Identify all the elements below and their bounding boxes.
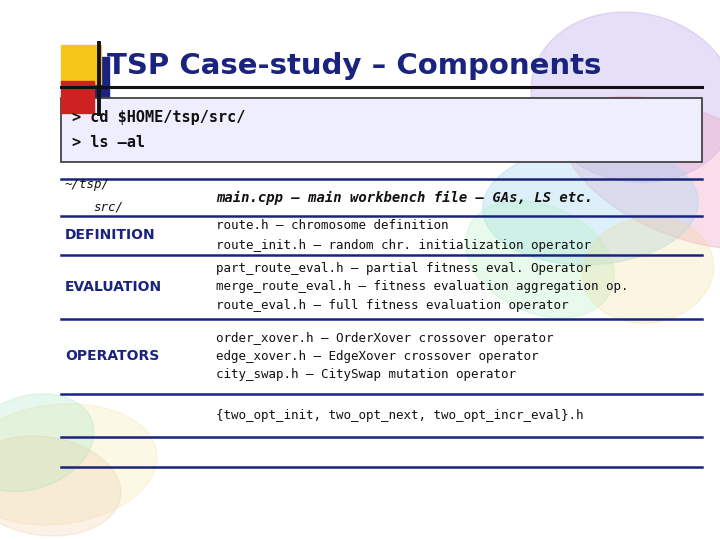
Text: > cd $HOME/tsp/src/: > cd $HOME/tsp/src/ <box>72 110 246 125</box>
Text: edge_xover.h – EdgeXover crossover operator: edge_xover.h – EdgeXover crossover opera… <box>216 350 539 363</box>
Text: city_swap.h – CitySwap mutation operator: city_swap.h – CitySwap mutation operator <box>216 368 516 381</box>
Bar <box>61 45 101 84</box>
Bar <box>61 98 702 162</box>
Text: merge_route_eval.h – fitness evaluation aggregation op.: merge_route_eval.h – fitness evaluation … <box>216 280 629 293</box>
Text: route_init.h – random chr. initialization operator: route_init.h – random chr. initializatio… <box>216 239 591 252</box>
Text: order_xover.h – OrderXover crossover operator: order_xover.h – OrderXover crossover ope… <box>216 332 554 345</box>
Text: > ls –al: > ls –al <box>72 135 145 150</box>
Text: OPERATORS: OPERATORS <box>65 349 159 363</box>
Text: TSP Case-study – Components: TSP Case-study – Components <box>107 52 601 80</box>
Text: EVALUATION: EVALUATION <box>65 280 162 294</box>
Ellipse shape <box>0 404 157 525</box>
Ellipse shape <box>0 394 94 492</box>
Text: route_eval.h – full fitness evaluation operator: route_eval.h – full fitness evaluation o… <box>216 299 569 312</box>
Text: part_route_eval.h – partial fitness eval. Operator: part_route_eval.h – partial fitness eval… <box>216 262 591 275</box>
Text: main.cpp – main workbench file – GAs, LS etc.: main.cpp – main workbench file – GAs, LS… <box>216 191 593 205</box>
Text: route.h – chromosome definition: route.h – chromosome definition <box>216 219 449 232</box>
Ellipse shape <box>466 200 614 318</box>
Ellipse shape <box>531 12 720 183</box>
Text: DEFINITION: DEFINITION <box>65 228 156 242</box>
Text: ~/tsp/: ~/tsp/ <box>65 178 109 191</box>
Ellipse shape <box>0 436 121 536</box>
Text: src/: src/ <box>94 201 124 214</box>
Ellipse shape <box>582 217 714 323</box>
Bar <box>61 81 94 113</box>
Ellipse shape <box>482 146 698 265</box>
Ellipse shape <box>563 97 720 249</box>
Text: {two_opt_init, two_opt_next, two_opt_incr_eval}.h: {two_opt_init, two_opt_next, two_opt_inc… <box>216 409 583 422</box>
Bar <box>74 57 109 108</box>
